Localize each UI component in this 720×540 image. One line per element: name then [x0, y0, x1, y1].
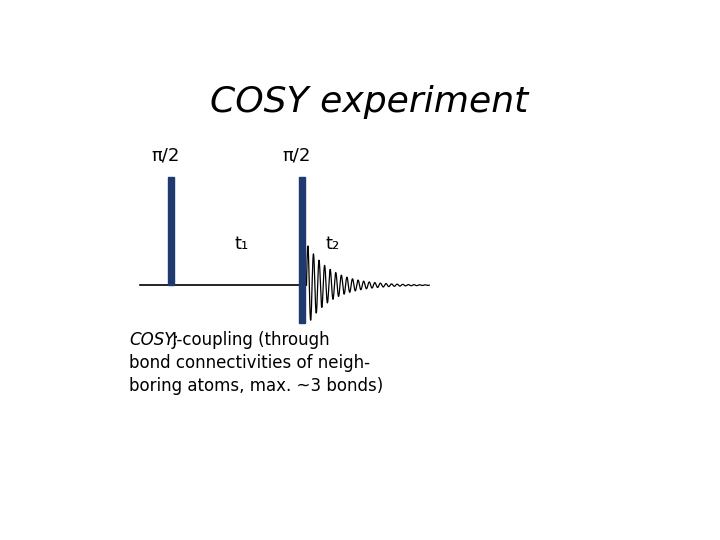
Text: COSY experiment: COSY experiment — [210, 85, 528, 119]
Text: COSY:: COSY: — [129, 331, 179, 349]
Text: boring atoms, max. ~3 bonds): boring atoms, max. ~3 bonds) — [129, 377, 383, 395]
Text: π/2: π/2 — [282, 146, 310, 165]
Text: t₂: t₂ — [325, 235, 340, 253]
Bar — [299, 177, 305, 322]
Bar — [168, 177, 174, 285]
Text: π/2: π/2 — [151, 146, 179, 165]
Text: t₁: t₁ — [235, 235, 249, 253]
Text: bond connectivities of neigh-: bond connectivities of neigh- — [129, 354, 370, 372]
Text: J-coupling (through: J-coupling (through — [167, 331, 330, 349]
